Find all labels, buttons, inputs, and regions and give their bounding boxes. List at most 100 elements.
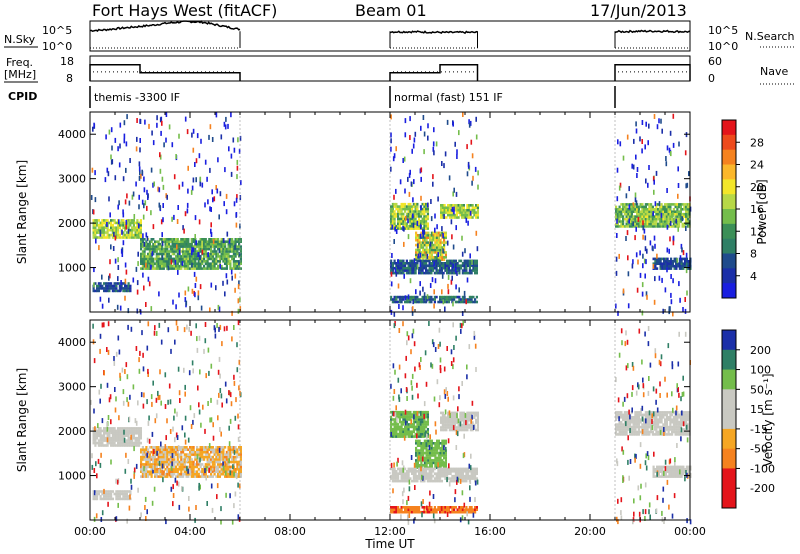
range-gate-cell <box>657 203 660 206</box>
range-gate-cell <box>618 185 621 191</box>
range-gate-cell <box>150 450 153 454</box>
range-gate-cell <box>449 271 452 275</box>
range-gate-cell <box>412 217 415 221</box>
range-gate-cell <box>175 255 178 258</box>
range-gate-cell <box>114 235 117 241</box>
range-gate-cell <box>397 205 400 208</box>
range-gate-cell <box>639 205 642 209</box>
range-gate-cell <box>421 470 424 473</box>
range-gate-cell <box>393 425 396 429</box>
range-gate-cell <box>459 418 462 422</box>
range-gate-cell <box>176 240 179 243</box>
range-gate-cell <box>232 257 235 261</box>
range-gate-cell <box>229 468 232 471</box>
range-gate-cell <box>423 256 426 259</box>
range-gate-cell <box>670 267 673 270</box>
range-gate-cell <box>231 458 234 461</box>
range-gate-cell <box>390 295 393 299</box>
range-gate-cell <box>402 418 405 421</box>
range-gate-cell <box>661 267 664 270</box>
range-gate-cell <box>475 470 478 473</box>
range-gate-cell <box>94 495 97 498</box>
range-gate-cell <box>106 289 109 293</box>
freq-tick-low: 8 <box>66 72 73 85</box>
range-gate-cell <box>143 203 145 209</box>
range-gate-cell <box>677 226 679 232</box>
range-gate-cell <box>173 468 176 471</box>
range-gate-cell <box>182 446 185 449</box>
range-gate-cell <box>429 234 432 237</box>
range-gate-cell <box>155 463 158 466</box>
range-gate-cell <box>136 436 139 440</box>
range-gate-cell <box>407 428 410 431</box>
range-gate-cell <box>125 444 128 447</box>
range-gate-cell <box>229 250 232 253</box>
range-gate-cell <box>683 222 686 226</box>
range-gate-cell <box>187 267 190 270</box>
range-gate-cell <box>405 413 408 416</box>
range-gate-cell <box>463 474 466 478</box>
range-gate-cell <box>666 257 669 261</box>
range-gate-cell <box>425 415 428 419</box>
range-gate-cell <box>472 295 475 299</box>
range-gate-cell <box>154 267 157 270</box>
range-gate-cell <box>97 490 100 493</box>
range-gate-cell <box>409 262 412 265</box>
range-gate-cell <box>445 426 448 429</box>
range-gate-cell <box>118 490 121 493</box>
range-gate-cell <box>425 234 428 237</box>
range-gate-cell <box>134 236 137 239</box>
range-gate-cell <box>140 267 143 270</box>
range-gate-cell <box>175 154 177 159</box>
range-gate-cell <box>474 262 477 265</box>
range-gate-cell <box>141 199 144 205</box>
range-gate-cell <box>152 245 155 248</box>
range-gate-cell <box>433 266 436 270</box>
range-gate-cell <box>437 269 440 272</box>
range-gate-cell <box>238 463 241 466</box>
range-gate-cell <box>644 222 647 226</box>
range-gate-cell <box>395 269 398 272</box>
noise-tick-low: 10^0 <box>42 40 72 53</box>
range-gate-cell <box>113 289 116 293</box>
nsky-edge <box>614 31 691 48</box>
range-gate-cell <box>154 455 157 459</box>
range-gate-cell <box>625 225 628 228</box>
range-gate-cell <box>160 219 163 225</box>
range-gate-cell <box>458 259 461 263</box>
range-gate-cell <box>150 458 153 461</box>
range-gate-cell <box>169 458 172 461</box>
range-gate-cell <box>398 410 401 414</box>
range-gate-cell <box>146 205 148 211</box>
range-gate-cell <box>213 250 216 253</box>
range-gate-cell <box>162 460 165 464</box>
range-gate-cell <box>110 226 113 229</box>
range-gate-cell <box>451 508 454 511</box>
range-gate-cell <box>458 269 461 272</box>
range-gate-cell <box>237 137 239 143</box>
range-gate-cell <box>228 146 230 152</box>
range-gate-cell <box>416 241 419 244</box>
range-gate-cell <box>127 282 130 285</box>
range-gate-cell <box>412 205 415 208</box>
range-gate-cell <box>404 222 407 225</box>
range-gate-cell <box>648 217 651 221</box>
range-gate-cell <box>656 262 659 265</box>
range-gate-cell <box>143 458 146 461</box>
range-gate-cell <box>144 119 146 125</box>
range-gate-cell <box>168 245 171 248</box>
range-gate-cell <box>210 470 213 473</box>
range-gate-cell <box>143 260 146 263</box>
range-gate-cell <box>236 264 239 268</box>
range-gate-cell <box>189 250 192 253</box>
range-gate-cell <box>476 246 479 252</box>
range-gate-cell <box>467 298 470 301</box>
range-gate-cell <box>467 163 470 169</box>
range-gate-cell <box>411 220 414 223</box>
range-gate-cell <box>189 252 192 256</box>
range-gate-cell <box>209 124 212 130</box>
range-gate-cell <box>176 247 179 251</box>
range-gate-cell <box>230 112 232 118</box>
range-gate-cell <box>213 460 216 464</box>
range-gate-cell <box>176 252 179 256</box>
